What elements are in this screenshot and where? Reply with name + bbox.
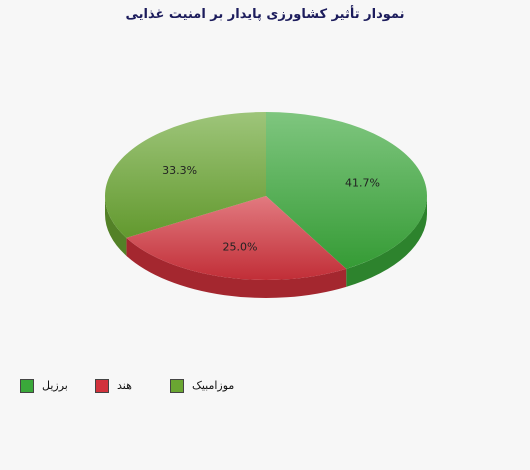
pie-slice-brazil[interactable] bbox=[266, 112, 427, 269]
legend-swatch-brazil bbox=[20, 379, 34, 393]
legend-label-brazil: برزیل bbox=[42, 379, 68, 392]
pie-slice-mozambique[interactable] bbox=[105, 112, 266, 238]
legend-label-india: هند bbox=[117, 379, 132, 392]
pie-side-mozambique bbox=[105, 196, 127, 256]
legend-swatch-india bbox=[95, 379, 109, 393]
slice-label-brazil: 41.7% bbox=[345, 177, 380, 190]
legend-label-mozambique: موزامبیک bbox=[192, 379, 235, 392]
chart-title: نمودار تأثیر کشاورزی پایدار بر امنیت غذا… bbox=[125, 7, 405, 22]
pie-side-brazil bbox=[346, 196, 427, 287]
legend-swatch-mozambique bbox=[170, 379, 184, 393]
slice-label-mozambique: 33.3% bbox=[162, 164, 197, 177]
legend: برزیل هند موزامبیک bbox=[0, 376, 530, 398]
slice-label-india: 25.0% bbox=[222, 240, 257, 253]
pie-slice-india[interactable] bbox=[126, 196, 347, 280]
pie-side-india bbox=[126, 237, 347, 299]
